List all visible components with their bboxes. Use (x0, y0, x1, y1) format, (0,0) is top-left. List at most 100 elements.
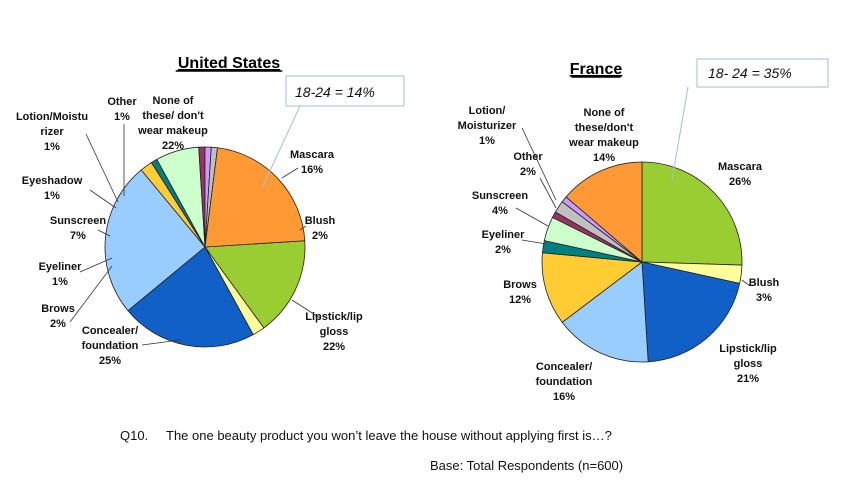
slice-label-line: Blush (305, 215, 336, 227)
slice-label-line: Sunscreen (50, 215, 107, 227)
slice-label-line: 22% (323, 341, 345, 353)
slice-label-line: Concealer/ (82, 325, 138, 337)
leader-line-blush (299, 225, 307, 231)
slice-label-line: 1% (479, 135, 495, 147)
slice-label-line: Concealer/ (536, 361, 592, 373)
slice-label-line: these/don't (575, 122, 634, 134)
slice-label-line: Sunscreen (472, 190, 529, 202)
slice-label-line: 1% (114, 111, 130, 123)
pie-chart-france: France Mascara 26% Blush 3% Lipstick/lip gloss… (458, 58, 829, 403)
slice-label-line: rizer (40, 126, 64, 138)
callout-box (696, 58, 829, 88)
slice-label-other: Other 1% (107, 96, 137, 123)
pie-charts: United States Mascara 16% Blush 2% Lipstick/l… (16, 55, 829, 403)
slice-label-line: 12% (509, 294, 531, 306)
leader-line-brows (69, 265, 113, 323)
slice-label-concealer-foundation: Concealer/foundation 16% (536, 361, 593, 403)
slice-label-line: 16% (553, 391, 575, 403)
question-text: The one beauty product you won’t leave t… (166, 428, 612, 443)
slice-label-line: wear makeup (568, 137, 639, 149)
slice-label-line: 1% (44, 141, 60, 153)
slice-label-brows: Brows 12% (503, 279, 537, 306)
slice-label-other: Other 2% (513, 151, 543, 178)
slice-label-eyeliner: Eyeliner 1% (39, 261, 83, 288)
slice-label-eyeliner: Eyeliner 2% (482, 229, 526, 256)
leader-line-lipstick-lip-gloss (291, 299, 321, 319)
slice-label-sunscreen: Sunscreen 4% (472, 190, 529, 217)
slice-label-line: None of (153, 95, 194, 107)
slice-label-lipstick-lip-gloss: Lipstick/lip gloss 22% (305, 311, 363, 353)
slice-label-line: 21% (737, 373, 759, 385)
leader-line-sunscreen (515, 207, 549, 227)
slice-label-blush: Blush 2% (305, 215, 336, 242)
slice-label-line: 2% (520, 166, 536, 178)
slice-label-line: gloss (734, 358, 763, 370)
slice-label-line: None of (584, 107, 625, 119)
base-caption: Base: Total Respondents (n=600) (430, 458, 624, 473)
leader-line-lotion-moisturizer (521, 127, 557, 201)
slice-label-line: Lotion/ (469, 105, 506, 117)
slice-label-line: Mascara (718, 161, 763, 173)
slice-label-line: these/ don't (142, 110, 204, 122)
slice-mascara (641, 161, 743, 266)
chart-title: United States (178, 55, 280, 72)
slice-label-line: 1% (44, 190, 60, 202)
leader-line-mascara (281, 167, 299, 179)
slice-lipstick-lip-gloss (641, 261, 741, 363)
slice-label-line: Eyeliner (482, 229, 526, 241)
slice-lipstick-lip-gloss (127, 246, 254, 348)
callout-text: 18- 24 = 35% (708, 65, 792, 81)
slice-label-line: 25% (99, 355, 121, 367)
leader-line-concealer-foundation (141, 339, 181, 346)
leader-line-eyeshadow (89, 189, 117, 209)
slice-label-line: foundation (82, 340, 139, 352)
pie-chart-united-states: United States Mascara 16% Blush 2% Lipstick/l… (16, 55, 405, 367)
slice-label-line: 4% (492, 205, 508, 217)
callout-pointer (261, 105, 301, 189)
slice-label-concealer-foundation: Concealer/foundation 25% (82, 325, 139, 367)
slice-label-line: 3% (756, 292, 772, 304)
slice-label-lotion-moisturizer: Lotion/Moistu rizer 1% (16, 111, 88, 153)
slice-label-line: Eyeshadow (22, 175, 83, 187)
callout-box (285, 75, 405, 107)
slice-label-line: Lipstick/lip (719, 343, 777, 355)
slice-label-blush: Blush 3% (749, 277, 780, 304)
slice-label-line: gloss (320, 326, 349, 338)
slice-label-eyeshadow: Eyeshadow 1% (22, 175, 83, 202)
slice-label-line: Brows (41, 303, 75, 315)
slice-label-line: Lotion/Moistu (16, 111, 88, 123)
question-caption: Q10. The one beauty product you won’t lea… (120, 428, 612, 443)
slice-label-line: 22% (162, 140, 184, 152)
slice-label-line: 26% (729, 176, 751, 188)
slice-label-none-of-these-don-t-wear-makeup: None of these/don't wear makeup 14% (568, 107, 639, 164)
slice-label-line: Eyeliner (39, 261, 83, 273)
slice-label-line: Blush (749, 277, 780, 289)
slice-brows (541, 252, 644, 323)
slice-label-line: 2% (495, 244, 511, 256)
slice-label-line: 2% (50, 318, 66, 330)
slice-label-sunscreen: Sunscreen 7% (50, 215, 107, 242)
leader-line-lotion-moisturizer (85, 133, 119, 203)
callout-pointer (671, 86, 689, 181)
slice-label-mascara: Mascara 26% (718, 161, 763, 188)
callout-text: 18-24 = 14% (295, 84, 375, 100)
slice-label-none-of-these-don-t-wear-makeup: None of these/ don't wear makeup 22% (137, 95, 208, 152)
slice-label-line: Brows (503, 279, 537, 291)
slice-label-line: Other (513, 151, 543, 163)
slice-label-line: Mascara (290, 149, 335, 161)
slice-label-line: 2% (312, 230, 328, 242)
leader-line-sunscreen (97, 229, 111, 237)
slice-label-line: 16% (301, 164, 323, 176)
slice-concealer-foundation (561, 261, 649, 363)
leader-line-other (539, 177, 557, 209)
slice-none-of-these-don-t-wear-makeup (204, 147, 306, 248)
slice-none-of-these-don-t-wear-makeup (565, 161, 643, 263)
chart-title: France (570, 61, 623, 78)
slice-concealer-foundation (104, 169, 206, 312)
slice-label-line: 14% (593, 152, 615, 164)
slice-label-line: foundation (536, 376, 593, 388)
leader-line-blush (741, 279, 751, 287)
leader-line-eyeliner (521, 239, 547, 245)
slice-label-line: 7% (70, 230, 86, 242)
